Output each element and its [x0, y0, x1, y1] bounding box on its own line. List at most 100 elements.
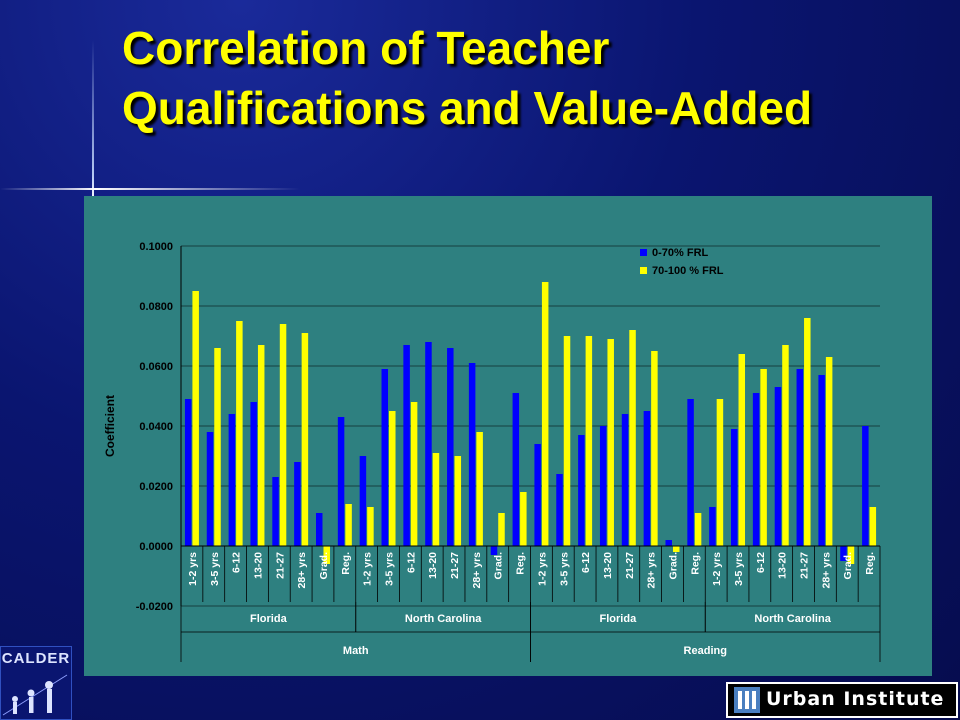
chart-panel: -0.0200 0.0000 0.0200 0.0400 0.0600 0.0800 0.1… — [84, 196, 932, 676]
category-label: Reg. — [515, 552, 527, 575]
legend-swatch — [640, 267, 647, 274]
y-tick-label: 0.0600 — [139, 361, 173, 373]
bar — [585, 336, 593, 546]
bar — [301, 333, 309, 546]
bar — [490, 546, 498, 555]
category-label: 6-12 — [755, 552, 767, 573]
bar — [752, 393, 760, 546]
bar — [672, 546, 680, 552]
bar — [578, 435, 585, 546]
bar — [782, 345, 789, 546]
category-label: Reg. — [689, 552, 701, 575]
category-label: Reg. — [864, 552, 876, 575]
bar — [192, 291, 199, 546]
bar — [214, 348, 221, 546]
y-tick-label: 0.0200 — [139, 481, 173, 493]
bar — [694, 513, 702, 546]
y-tick-label: 0.0000 — [139, 541, 173, 553]
bar — [621, 414, 629, 546]
bar — [796, 369, 804, 546]
bar — [512, 393, 520, 546]
bar — [840, 546, 847, 561]
bar-chart: -0.0200 0.0000 0.0200 0.0400 0.0600 0.0800 0.1… — [103, 241, 881, 662]
y-tick-label: 0.0400 — [139, 421, 173, 433]
group-label: Florida — [250, 613, 288, 625]
y-axis-title: Coefficient — [103, 395, 117, 457]
category-label: 13-20 — [427, 552, 439, 579]
bar — [774, 387, 782, 546]
group-label: Florida — [600, 613, 638, 625]
category-label: 28+ yrs — [296, 552, 308, 589]
category-label: 21-27 — [274, 552, 286, 579]
bar — [651, 351, 658, 546]
bar — [315, 513, 323, 546]
category-label: 28+ yrs — [471, 552, 483, 589]
category-label: 6-12 — [405, 552, 417, 573]
bar — [345, 504, 352, 546]
urban-institute-logo-text: Urban Institute — [766, 688, 945, 710]
bar — [250, 402, 257, 546]
category-label: Grad. — [493, 552, 505, 580]
bar — [323, 546, 330, 564]
category-label: 3-5 yrs — [733, 552, 745, 586]
supergroup-label: Reading — [684, 645, 727, 657]
urban-institute-logo: Urban Institute — [726, 682, 958, 718]
category-label: 28+ yrs — [646, 552, 658, 589]
bar — [869, 507, 877, 546]
bar — [367, 507, 374, 546]
y-tick-label: -0.0200 — [136, 601, 173, 613]
bar — [847, 546, 855, 564]
bar — [665, 540, 672, 546]
category-label: 13-20 — [777, 552, 789, 579]
category-label: 21-27 — [799, 552, 811, 579]
category-label: 3-5 yrs — [209, 552, 221, 586]
bar — [760, 369, 767, 546]
category-label: 28+ yrs — [820, 552, 832, 589]
category-label: 3-5 yrs — [558, 552, 570, 586]
bar — [738, 354, 746, 546]
bar — [599, 426, 607, 546]
calder-figures-icon — [2, 674, 68, 716]
legend-label: 70-100 % FRL — [652, 265, 724, 277]
bar — [279, 324, 287, 546]
category-label: 1-2 yrs — [187, 552, 199, 586]
bar — [825, 357, 833, 546]
bar — [337, 417, 345, 546]
legend-swatch — [640, 249, 647, 256]
bar — [862, 426, 869, 546]
bar — [476, 432, 483, 546]
slide-title: Correlation of Teacher Qualifications an… — [122, 22, 813, 134]
bar — [607, 339, 614, 546]
category-label: Grad. — [667, 552, 679, 580]
bar — [716, 399, 724, 546]
bar — [294, 462, 301, 546]
bar — [447, 348, 454, 546]
category-label: 1-2 yrs — [711, 552, 723, 586]
bar — [709, 507, 716, 546]
category-label: 13-20 — [602, 552, 614, 579]
supergroup-label: Math — [343, 645, 369, 657]
y-tick-label: 0.1000 — [139, 241, 173, 253]
calder-logo: CALDER — [0, 646, 72, 720]
bar — [731, 429, 738, 546]
bar — [520, 492, 527, 546]
calder-logo-text: CALDER — [1, 650, 71, 667]
lens-flare-horizontal — [0, 188, 300, 190]
category-label: 3-5 yrs — [384, 552, 396, 586]
bar — [541, 282, 549, 546]
bar — [454, 456, 462, 546]
bar — [272, 477, 279, 546]
lens-flare-vertical — [92, 40, 94, 200]
bar — [818, 375, 825, 546]
group-label: North Carolina — [405, 613, 482, 625]
category-label: 6-12 — [231, 552, 243, 573]
bar — [381, 369, 389, 546]
category-label: 21-27 — [449, 552, 461, 579]
bar — [425, 342, 432, 546]
category-label: Reg. — [340, 552, 352, 575]
category-label: 1-2 yrs — [536, 552, 548, 586]
category-label: 6-12 — [580, 552, 592, 573]
category-label: 13-20 — [252, 552, 264, 579]
bar — [804, 318, 811, 546]
bar — [687, 399, 694, 546]
